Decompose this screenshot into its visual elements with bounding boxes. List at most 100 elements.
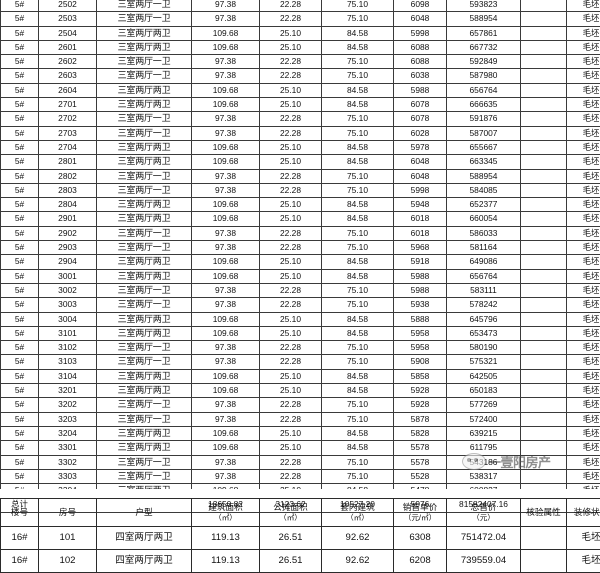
cell-room: 2901 [39,212,97,226]
cell-gross-area: 97.38 [192,169,260,183]
cell-building: 5# [1,12,39,26]
cell-verify-attr [521,69,567,83]
cell-room: 2903 [39,241,97,255]
cell-room: 2701 [39,98,97,112]
table-row[interactable]: 5#2503三室两厅一卫97.3822.2875.106048588954毛坯无… [1,12,600,26]
cell-decoration: 毛坯 [567,98,600,112]
cell-gross-area: 109.68 [192,198,260,212]
cell-shared-area: 25.10 [260,384,322,398]
column-header-7: 总售价（元） [447,499,521,527]
table-row[interactable]: 5#3003三室两厅一卫97.3822.2875.105938578242毛坯无… [1,298,600,312]
table-row[interactable]: 5#2602三室两厅一卫97.3822.2875.106088592849毛坯无… [1,55,600,69]
cell-verify-attr [521,355,567,369]
cell-unit-price: 5878 [394,412,447,426]
table-row[interactable]: 5#2703三室两厅一卫97.3822.2875.106028587007毛坯无… [1,126,600,140]
cell-decoration: 毛坯 [567,298,600,312]
table-row[interactable]: 5#3102三室两厅一卫97.3822.2875.105958580190毛坯无… [1,341,600,355]
table-row[interactable]: 5#3202三室两厅一卫97.3822.2875.105928577269毛坯无… [1,398,600,412]
table-row[interactable]: 5#2502三室两厅一卫97.3822.2875.106098593823毛坯无… [1,0,600,12]
cell-room: 3001 [39,269,97,283]
cell-unit-price: 5988 [394,283,447,297]
cell-building: 5# [1,55,39,69]
cell-total-price: 588954 [447,169,521,183]
cell-unit-type: 三室两厅两卫 [97,212,192,226]
cell-inner-area: 84.58 [322,326,394,340]
cell-inner-area: 84.58 [322,369,394,383]
cell-unit-type: 三室两厅一卫 [97,398,192,412]
cell-unit-price: 5888 [394,312,447,326]
table-row[interactable]: 5#2902三室两厅一卫97.3822.2875.106018586033毛坯无… [1,226,600,240]
cell-verify-attr [521,55,567,69]
cell-shared-area: 25.10 [260,255,322,269]
cell-shared-area: 25.10 [260,426,322,440]
header-label: 户型 [97,507,191,519]
table-row[interactable]: 5#3103三室两厅一卫97.3822.2875.105908575321毛坯无… [1,355,600,369]
cell-verify-attr [521,384,567,398]
cell-inner-area: 75.10 [322,298,394,312]
cell-building: 5# [1,212,39,226]
column-header-8: 核验属性 [521,499,567,527]
table-row[interactable]: 5#2903三室两厅一卫97.3822.2875.105968581164毛坯无… [1,241,600,255]
cell-unit-type: 三室两厅两卫 [97,26,192,40]
table-row[interactable]: 5#2603三室两厅一卫97.3822.2875.106038587980毛坯无… [1,69,600,83]
cell-shared-area: 22.28 [260,341,322,355]
cell-shared-area: 22.28 [260,226,322,240]
cell-total-price: 751472.04 [447,527,521,550]
cell-unit-price: 6088 [394,55,447,69]
cell-unit-price: 5998 [394,183,447,197]
cell-building: 16# [1,527,39,550]
cell-unit-price: 5988 [394,269,447,283]
cell-decoration: 毛坯 [567,83,600,97]
cell-decoration: 毛坯 [567,183,600,197]
cell-decoration: 毛坯 [567,469,600,483]
cell-shared-area: 26.51 [260,527,322,550]
cell-gross-area: 109.68 [192,441,260,455]
cell-building: 5# [1,426,39,440]
table-row[interactable]: 5#2802三室两厅一卫97.3822.2875.106048588954毛坯无… [1,169,600,183]
table-row[interactable]: 5#3303三室两厅一卫97.3822.2875.105528538317毛坯无… [1,469,600,483]
cell-gross-area: 97.38 [192,341,260,355]
cell-shared-area: 25.10 [260,212,322,226]
cell-shared-area: 22.28 [260,455,322,469]
cell-building: 5# [1,140,39,154]
cell-gross-area: 109.68 [192,26,260,40]
cell-shared-area: 25.10 [260,140,322,154]
cell-unit-price: 6048 [394,169,447,183]
table-row[interactable]: 5#3002三室两厅一卫97.3822.2875.105988583111毛坯无… [1,283,600,297]
cell-unit-type: 三室两厅一卫 [97,169,192,183]
cell-unit-type: 三室两厅一卫 [97,298,192,312]
table-row[interactable]: 5#2702三室两厅一卫97.3822.2875.106078591876毛坯无… [1,112,600,126]
cell-verify-attr [521,255,567,269]
cell-inner-area: 84.58 [322,83,394,97]
cell-unit-price: 6048 [394,12,447,26]
table-row[interactable]: 5#3203三室两厅一卫97.3822.2875.105878572400毛坯无… [1,412,600,426]
cell-inner-area: 75.10 [322,0,394,12]
cell-unit-type: 三室两厅一卫 [97,341,192,355]
cell-verify-attr [521,26,567,40]
cell-inner-area: 75.10 [322,169,394,183]
cell-unit-type: 三室两厅一卫 [97,469,192,483]
table-row[interactable]: 5#2803三室两厅一卫97.3822.2875.105998584085毛坯无… [1,183,600,197]
cell-building: 5# [1,241,39,255]
cell-building: 5# [1,398,39,412]
table-row[interactable]: 5#3302三室两厅一卫97.3822.2875.105578543186毛坯无… [1,455,600,469]
cell-total-price: 639215 [447,426,521,440]
cell-gross-area: 97.38 [192,126,260,140]
